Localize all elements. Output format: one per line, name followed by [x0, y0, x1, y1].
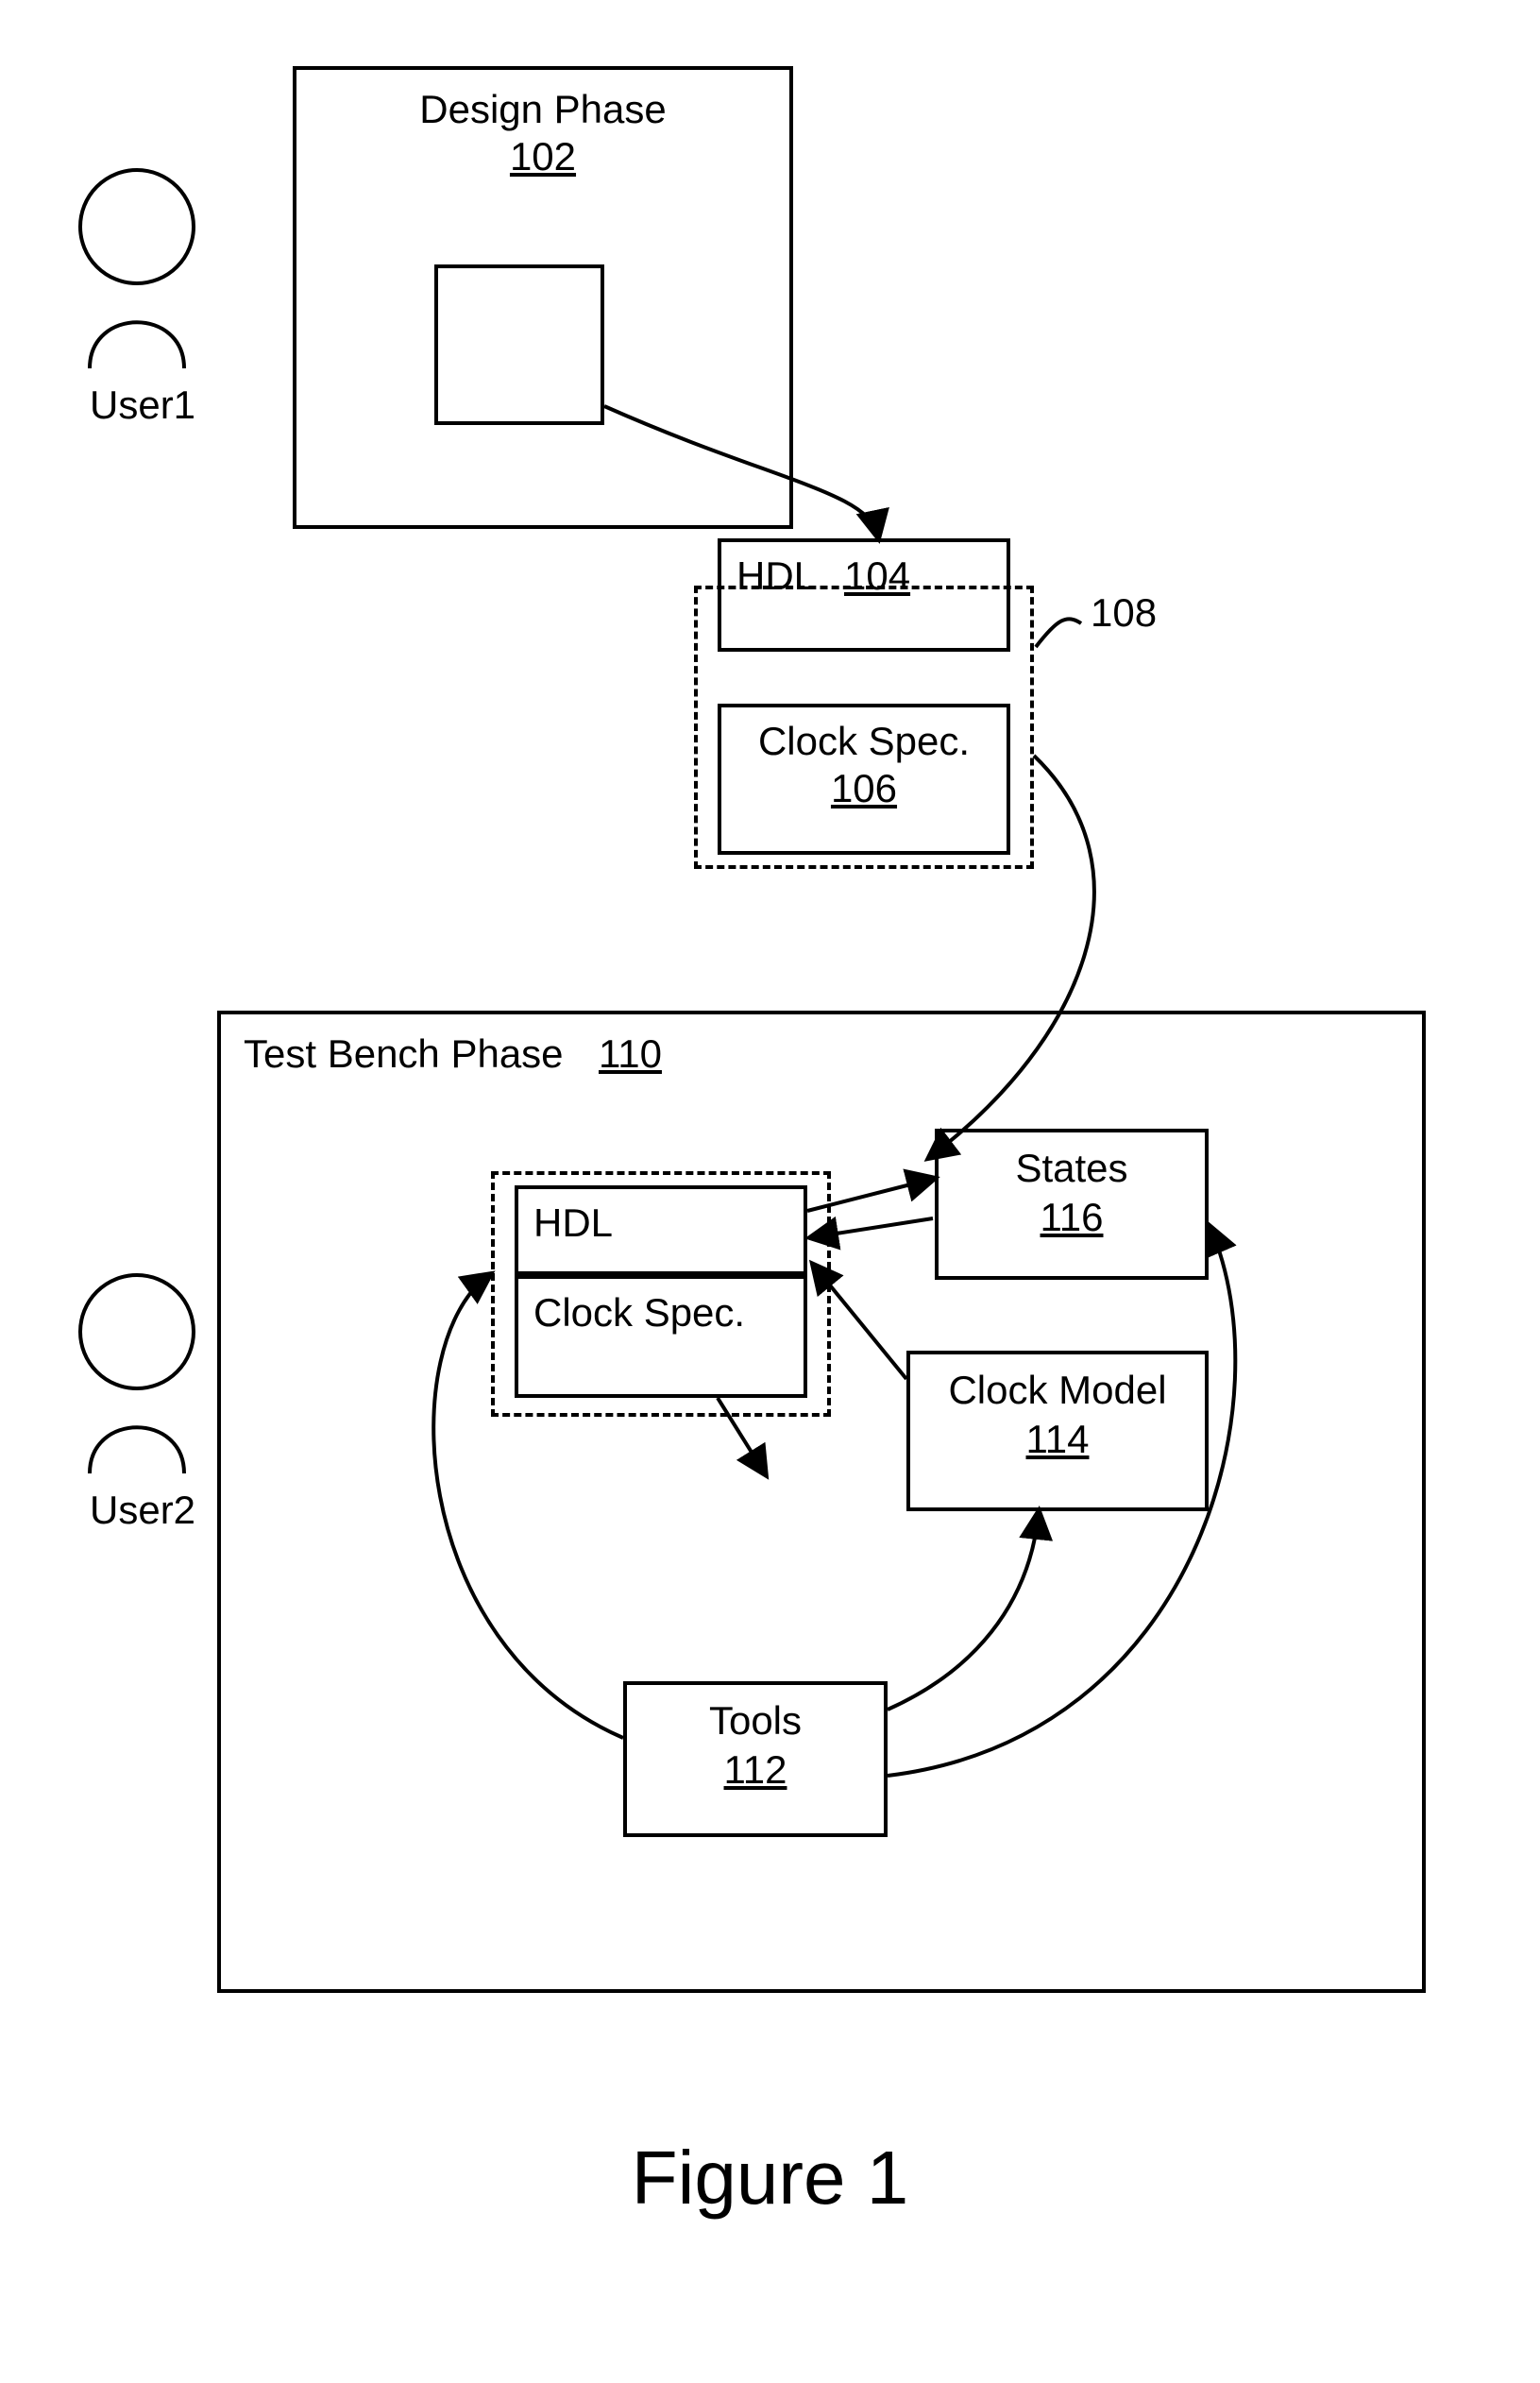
design-phase-ref: 102	[296, 134, 789, 179]
tools-112-title: Tools	[627, 1698, 884, 1744]
clock-model-114-ref: 114	[910, 1417, 1205, 1462]
ref-108-label: 108	[1091, 590, 1157, 636]
hdl-inner-title: HDL	[533, 1200, 613, 1246]
design-inner-box	[434, 264, 604, 425]
user1-icon	[57, 151, 217, 383]
callout-108-squiggle	[1036, 619, 1081, 647]
clock-spec-106-box: Clock Spec. 106	[718, 704, 1010, 855]
tools-112-ref: 112	[627, 1747, 884, 1793]
user1-label: User1	[90, 383, 195, 428]
diagram-canvas: User1 User2 Design Phase 102 HDL 104 Clo…	[0, 0, 1540, 2383]
clock-model-114-box: Clock Model 114	[906, 1351, 1209, 1511]
clock-spec-inner-box: Clock Spec.	[515, 1275, 807, 1398]
design-phase-title: Design Phase	[296, 87, 789, 132]
user2-label: User2	[90, 1488, 195, 1533]
test-bench-title: Test Bench Phase	[244, 1031, 564, 1077]
tools-112-box: Tools 112	[623, 1681, 888, 1837]
clock-model-114-title: Clock Model	[910, 1368, 1205, 1413]
figure-title: Figure 1	[0, 2135, 1540, 2221]
hdl-inner-box: HDL	[515, 1185, 807, 1275]
states-116-box: States 116	[935, 1129, 1209, 1280]
test-bench-ref: 110	[599, 1031, 662, 1077]
clock-spec-106-ref: 106	[721, 766, 1007, 811]
clock-spec-106-title: Clock Spec.	[721, 719, 1007, 764]
clock-spec-inner-title: Clock Spec.	[533, 1290, 745, 1336]
user2-icon	[57, 1256, 217, 1488]
states-116-title: States	[939, 1146, 1205, 1191]
states-116-ref: 116	[939, 1195, 1205, 1240]
test-bench-phase-box: Test Bench Phase 110	[217, 1011, 1426, 1993]
